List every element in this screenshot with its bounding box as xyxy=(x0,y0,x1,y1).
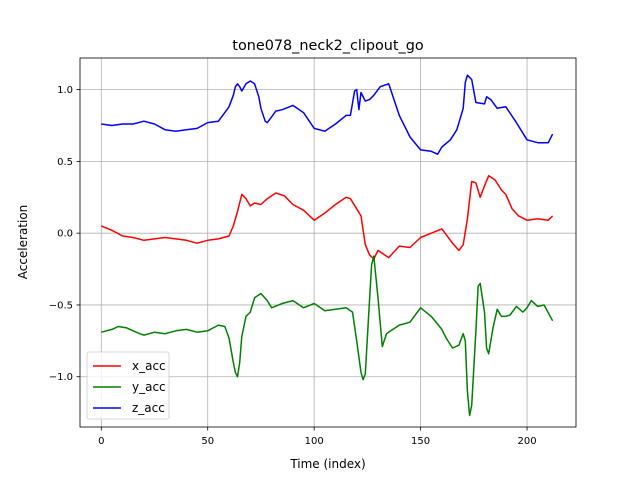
legend: x_acc y_acc z_acc xyxy=(86,351,170,420)
plot-area-frame xyxy=(79,57,577,428)
legend-box xyxy=(86,351,170,420)
y-tick-label: 0.5 xyxy=(57,157,73,168)
y-axis-ticks: −1.0 −0.5 0.0 0.5 1.0 xyxy=(49,85,80,383)
x-tick-label: 50 xyxy=(201,436,214,447)
x-tick-label: 200 xyxy=(517,436,536,447)
y-tick-label: −0.5 xyxy=(49,300,73,311)
legend-label-y-acc: y_acc xyxy=(132,380,166,394)
chart-title: tone078_neck2_clipout_go xyxy=(232,38,424,54)
legend-label-z-acc: z_acc xyxy=(132,401,165,415)
y-tick-label: −1.0 xyxy=(49,372,73,383)
series-line-y-acc xyxy=(101,255,554,417)
grid xyxy=(80,58,576,427)
series-line-z-acc xyxy=(101,74,554,155)
y-axis-label: Acceleration xyxy=(16,205,30,280)
series-lines xyxy=(101,74,554,417)
series-line-x-acc xyxy=(101,174,554,260)
x-tick-label: 0 xyxy=(98,436,104,447)
x-axis-label: Time (index) xyxy=(289,457,365,471)
x-tick-label: 100 xyxy=(305,436,324,447)
x-axis-ticks: 0 50 100 150 200 xyxy=(98,427,537,447)
y-tick-label: 1.0 xyxy=(57,85,73,96)
legend-label-x-acc: x_acc xyxy=(132,359,166,373)
legend-entries: x_acc y_acc z_acc xyxy=(93,359,166,415)
x-tick-label: 150 xyxy=(411,436,430,447)
y-tick-label: 0.0 xyxy=(57,229,73,240)
